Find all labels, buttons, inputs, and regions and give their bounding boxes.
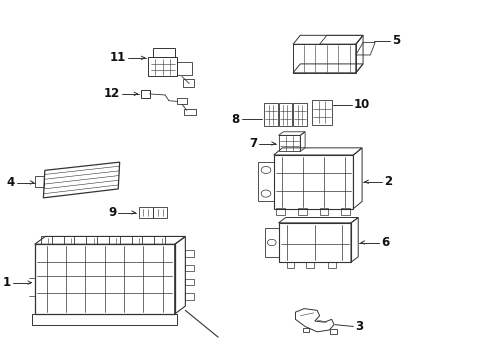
Bar <box>32 314 177 325</box>
Bar <box>185 279 194 285</box>
Text: 2: 2 <box>384 175 392 188</box>
Bar <box>342 208 350 215</box>
Bar <box>298 208 307 215</box>
Bar <box>185 250 194 257</box>
Text: 9: 9 <box>108 206 116 219</box>
Bar <box>185 293 194 300</box>
Bar <box>141 90 149 98</box>
Text: 1: 1 <box>2 276 11 289</box>
Bar <box>109 237 120 244</box>
Bar <box>185 265 194 271</box>
Text: 11: 11 <box>110 51 126 64</box>
Bar <box>319 208 328 215</box>
Bar <box>41 237 51 244</box>
Text: 12: 12 <box>103 87 120 100</box>
Bar <box>287 262 294 267</box>
Bar <box>184 109 196 115</box>
Bar <box>35 176 45 187</box>
Bar <box>177 98 187 104</box>
Text: 7: 7 <box>249 137 257 150</box>
Bar <box>306 262 314 267</box>
Bar <box>276 208 285 215</box>
Bar <box>328 262 336 267</box>
Bar <box>330 329 338 334</box>
Bar <box>303 328 309 332</box>
Bar <box>86 237 97 244</box>
Text: 5: 5 <box>392 34 400 47</box>
Text: 10: 10 <box>354 99 370 112</box>
Text: 6: 6 <box>381 236 389 249</box>
Bar <box>154 237 165 244</box>
Bar <box>132 237 143 244</box>
Text: 3: 3 <box>355 320 364 333</box>
Text: 4: 4 <box>6 176 14 189</box>
Text: 8: 8 <box>232 113 240 126</box>
Bar <box>64 237 74 244</box>
